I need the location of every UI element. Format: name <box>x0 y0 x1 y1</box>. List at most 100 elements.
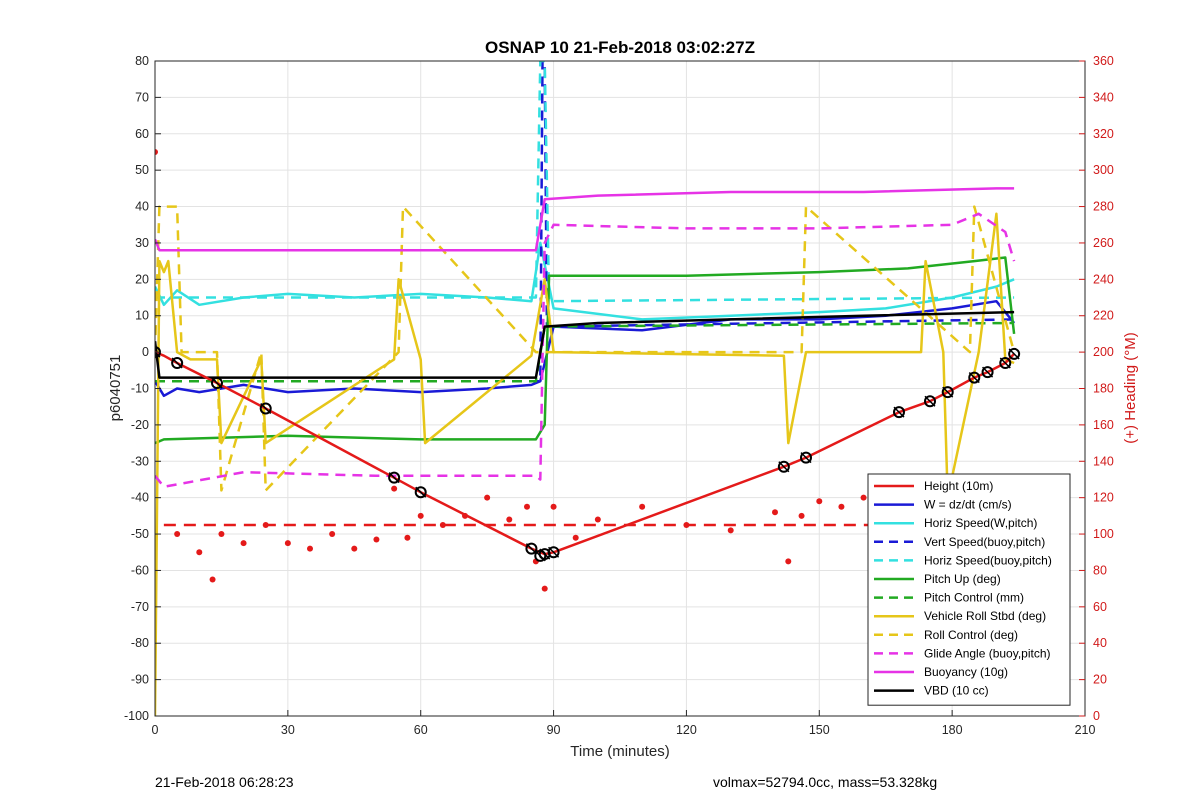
y-tick-label: 50 <box>135 163 149 177</box>
y2-tick-label: 120 <box>1093 491 1114 505</box>
axis-ticks: 0 30 60 90 120 150 180 21080706050403020100-10-… <box>124 54 1114 737</box>
legend-item: Horiz Speed(buoy,pitch) <box>874 553 1052 567</box>
heading-point <box>218 531 225 538</box>
heading-point <box>798 512 805 519</box>
heading-point <box>572 534 579 541</box>
heading-point <box>772 509 778 516</box>
legend-item: Pitch Up (deg) <box>874 572 1001 586</box>
height-marker <box>525 542 538 555</box>
legend-label: Glide Angle (buoy,pitch) <box>924 646 1051 660</box>
chart-title: OSNAP 10 21-Feb-2018 03:02:27Z <box>485 38 755 57</box>
legend: Height (10m) W = dz/dt (cm/s) Horiz Speed(… <box>867 473 1071 706</box>
y-tick-label: -90 <box>131 673 149 687</box>
legend-item: Pitch Control (mm) <box>874 591 1024 605</box>
height-marker <box>941 386 954 399</box>
y2-tick-label: 260 <box>1093 236 1114 250</box>
x-tick-label: 120 <box>676 723 697 737</box>
series-line <box>155 310 1015 379</box>
y-tick-label: -60 <box>131 563 149 577</box>
legend-label: Pitch Up (deg) <box>924 572 1001 586</box>
heading-point <box>307 545 313 552</box>
heading-point <box>816 498 823 505</box>
x-tick-label: 150 <box>809 723 830 737</box>
legend-label: Horiz Speed(W,pitch) <box>924 516 1037 530</box>
series-line <box>155 187 1015 252</box>
heading-point <box>196 549 203 556</box>
series-line <box>155 256 1016 445</box>
x-axis-label: Time (minutes) <box>570 743 669 760</box>
legend-item: Roll Control (deg) <box>874 628 1018 642</box>
y2-tick-label: 360 <box>1093 54 1114 68</box>
legend-label: W = dz/dt (cm/s) <box>924 498 1012 512</box>
heading-point <box>417 512 424 519</box>
legend-item: VBD (10 cc) <box>874 684 989 698</box>
y-tick-label: 20 <box>135 272 149 286</box>
x-tick-label: 60 <box>414 723 428 737</box>
height-marker <box>547 546 560 559</box>
series-line <box>155 61 1015 303</box>
series-line <box>155 212 1015 716</box>
heading-point <box>838 503 845 510</box>
heading-point <box>860 494 867 501</box>
height-marker <box>981 366 994 379</box>
y-tick-label: 70 <box>135 90 149 104</box>
y-tick-label: -30 <box>131 454 149 468</box>
heading-point <box>351 545 358 552</box>
heading-point <box>373 536 380 543</box>
height-marker <box>1008 347 1021 360</box>
heading-point <box>240 540 247 547</box>
series-line <box>155 205 1016 492</box>
heading-point <box>391 485 398 492</box>
heading-point <box>524 503 530 510</box>
footer-vehicle-stats: volmax=52794.0cc, mass=53.328kg <box>713 774 938 790</box>
heading-point <box>174 531 181 538</box>
y2-tick-label: 220 <box>1093 309 1114 323</box>
heading-point <box>209 576 216 583</box>
heading-point <box>683 521 690 528</box>
series-group <box>155 61 1021 716</box>
height-marker <box>259 402 272 415</box>
heading-point <box>594 516 601 523</box>
heading-point <box>439 521 446 528</box>
heading-point <box>329 531 336 538</box>
legend-item: Vehicle Roll Stbd (deg) <box>874 609 1046 623</box>
y-axis-label: p6040751 <box>107 355 124 422</box>
y2-tick-label: 100 <box>1093 527 1114 541</box>
y-tick-label: 60 <box>135 127 149 141</box>
y-tick-label: -50 <box>131 527 149 541</box>
height-marker <box>388 471 401 484</box>
height-marker <box>924 395 936 408</box>
height-marker <box>211 377 223 390</box>
y2-tick-label: 300 <box>1093 163 1114 177</box>
y-tick-label: -70 <box>131 600 149 614</box>
height-marker <box>171 357 184 370</box>
footer-timestamp: 21-Feb-2018 06:28:23 <box>155 774 294 790</box>
y-tick-label: -40 <box>131 491 149 505</box>
legend-item: Buoyancy (10g) <box>874 665 1008 679</box>
height-marker <box>893 406 905 419</box>
series-line <box>155 212 1016 489</box>
heading-point <box>727 527 734 534</box>
y2-tick-label: 240 <box>1093 272 1114 286</box>
y-tick-label: -20 <box>131 418 149 432</box>
legend-label: Vehicle Roll Stbd (deg) <box>924 609 1046 623</box>
x-tick-label: 180 <box>942 723 963 737</box>
y2-tick-label: 280 <box>1093 200 1114 214</box>
y-tick-label: 10 <box>135 309 149 323</box>
legend-item: Horiz Speed(W,pitch) <box>874 516 1037 530</box>
series-line <box>155 241 1015 321</box>
y2-tick-label: 0 <box>1093 709 1100 723</box>
height-marker <box>968 371 981 384</box>
y2-tick-label: 140 <box>1093 454 1114 468</box>
x-tick-label: 210 <box>1075 723 1096 737</box>
y-tick-label: -80 <box>131 636 149 650</box>
y2-tick-label: 200 <box>1093 345 1114 359</box>
heading-point <box>155 148 158 155</box>
heading-point <box>284 540 291 547</box>
legend-item: Height (10m) <box>874 479 993 493</box>
legend-label: Buoyancy (10g) <box>924 665 1008 679</box>
heading-point <box>484 494 491 501</box>
y2-tick-label: 20 <box>1093 673 1107 687</box>
y-tick-label: -100 <box>124 709 149 723</box>
